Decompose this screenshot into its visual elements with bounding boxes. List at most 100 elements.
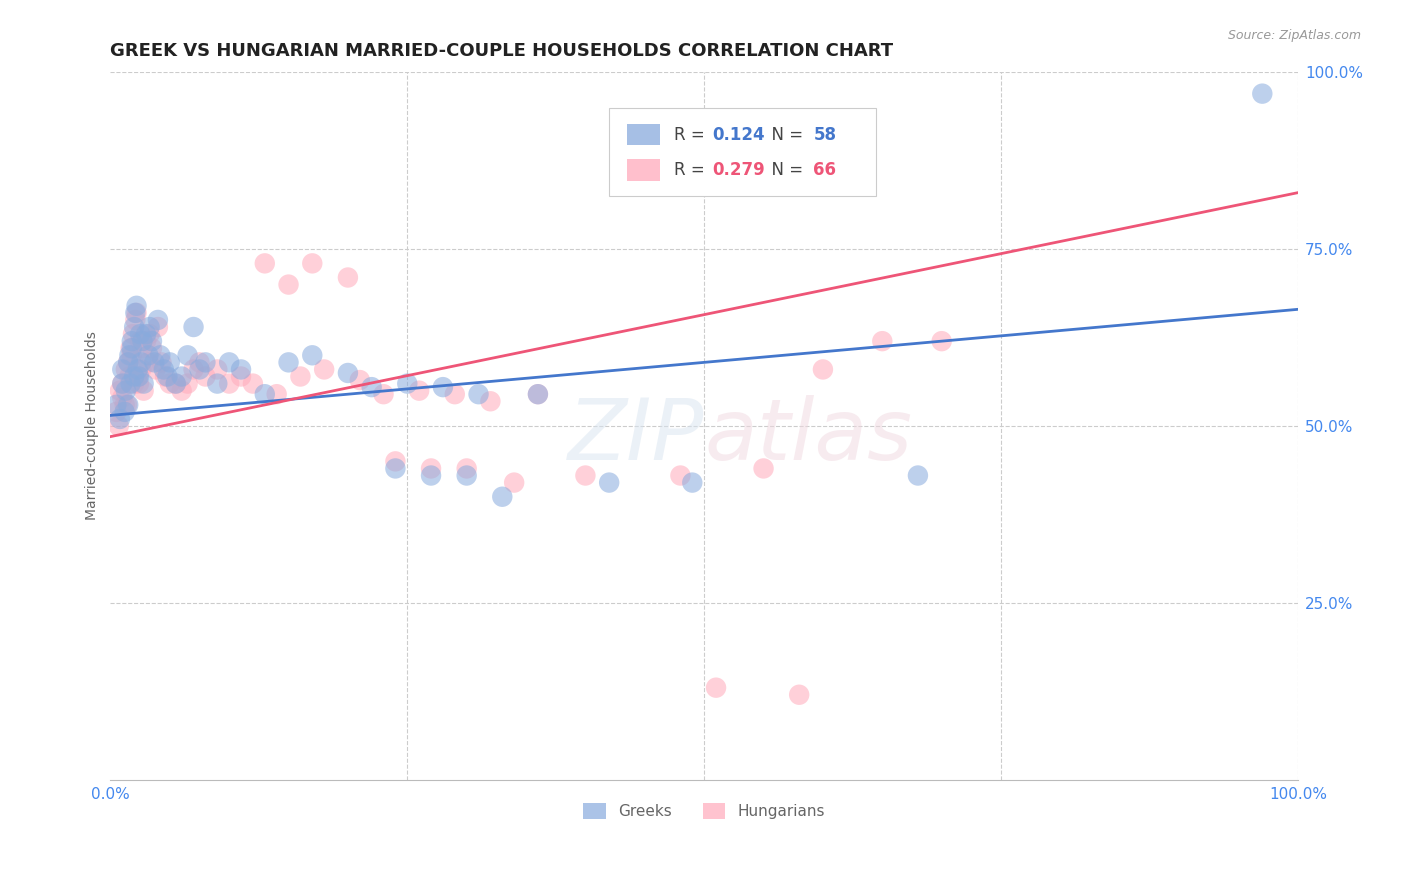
Point bbox=[253, 387, 276, 401]
Legend: Greeks, Hungarians: Greeks, Hungarians bbox=[576, 797, 831, 825]
Point bbox=[143, 355, 166, 369]
Point bbox=[125, 299, 148, 313]
Point bbox=[111, 362, 134, 376]
Point bbox=[301, 348, 323, 362]
FancyBboxPatch shape bbox=[627, 160, 661, 180]
Point bbox=[491, 490, 513, 504]
Point bbox=[301, 256, 323, 270]
Point bbox=[384, 461, 406, 475]
Point bbox=[131, 334, 153, 348]
Text: 58: 58 bbox=[814, 126, 837, 144]
Point bbox=[290, 369, 312, 384]
Point bbox=[129, 355, 152, 369]
Point bbox=[384, 454, 406, 468]
Point bbox=[527, 387, 550, 401]
Point bbox=[129, 334, 152, 348]
Point bbox=[432, 380, 454, 394]
Point bbox=[170, 384, 193, 398]
Point bbox=[124, 306, 146, 320]
Point bbox=[118, 369, 141, 384]
Point bbox=[120, 341, 142, 355]
Point bbox=[120, 376, 142, 391]
Point bbox=[598, 475, 620, 490]
Point bbox=[141, 334, 163, 348]
Point bbox=[118, 348, 141, 362]
Point bbox=[128, 369, 150, 384]
Point bbox=[111, 376, 134, 391]
Point bbox=[132, 376, 155, 391]
Point bbox=[176, 376, 198, 391]
Point bbox=[443, 387, 465, 401]
Point bbox=[183, 320, 205, 334]
Point bbox=[111, 376, 134, 391]
Point bbox=[420, 461, 443, 475]
Point bbox=[121, 334, 143, 348]
Point bbox=[253, 256, 276, 270]
Point bbox=[176, 348, 198, 362]
Point bbox=[121, 341, 143, 355]
Point bbox=[188, 362, 211, 376]
Point bbox=[1251, 87, 1274, 101]
Point bbox=[122, 369, 145, 384]
Point bbox=[669, 468, 692, 483]
Point bbox=[159, 376, 181, 391]
Point bbox=[122, 376, 145, 391]
Point bbox=[146, 320, 169, 334]
Text: Source: ZipAtlas.com: Source: ZipAtlas.com bbox=[1227, 29, 1361, 42]
Point bbox=[122, 320, 145, 334]
Text: R =: R = bbox=[675, 126, 710, 144]
Point bbox=[141, 341, 163, 355]
Point bbox=[105, 398, 128, 412]
Point bbox=[115, 384, 138, 398]
Point bbox=[314, 362, 336, 376]
FancyBboxPatch shape bbox=[627, 124, 661, 145]
Point bbox=[129, 362, 152, 376]
Point bbox=[266, 387, 288, 401]
Point bbox=[349, 373, 371, 387]
Point bbox=[479, 394, 502, 409]
Point bbox=[121, 348, 143, 362]
Point bbox=[124, 313, 146, 327]
Point bbox=[165, 376, 187, 391]
Point bbox=[127, 362, 149, 376]
Point bbox=[229, 362, 252, 376]
Point bbox=[108, 412, 131, 426]
Point bbox=[907, 468, 929, 483]
Point bbox=[135, 334, 157, 348]
Point bbox=[150, 355, 173, 369]
Point bbox=[931, 334, 953, 348]
Point bbox=[194, 355, 217, 369]
Point bbox=[131, 341, 153, 355]
Point bbox=[115, 362, 138, 376]
Point bbox=[159, 355, 181, 369]
Point bbox=[183, 362, 205, 376]
Point bbox=[105, 405, 128, 419]
Point bbox=[277, 355, 299, 369]
Point bbox=[149, 348, 172, 362]
Point bbox=[467, 387, 489, 401]
Point bbox=[207, 376, 229, 391]
Text: N =: N = bbox=[761, 161, 808, 179]
Point bbox=[114, 405, 136, 419]
Point bbox=[117, 398, 139, 412]
Point bbox=[108, 384, 131, 398]
Point bbox=[811, 362, 834, 376]
Point bbox=[456, 468, 478, 483]
Point bbox=[117, 355, 139, 369]
Text: 0.279: 0.279 bbox=[713, 161, 765, 179]
Point bbox=[242, 376, 264, 391]
Point bbox=[117, 355, 139, 369]
Point bbox=[114, 398, 136, 412]
Point bbox=[336, 366, 359, 380]
Point bbox=[527, 387, 550, 401]
FancyBboxPatch shape bbox=[609, 108, 876, 196]
Point bbox=[125, 306, 148, 320]
Point bbox=[127, 369, 149, 384]
Point bbox=[138, 355, 160, 369]
Text: N =: N = bbox=[761, 126, 808, 144]
Point bbox=[218, 376, 240, 391]
Point bbox=[138, 320, 160, 334]
Point bbox=[138, 327, 160, 342]
Point bbox=[165, 376, 187, 391]
Point bbox=[229, 369, 252, 384]
